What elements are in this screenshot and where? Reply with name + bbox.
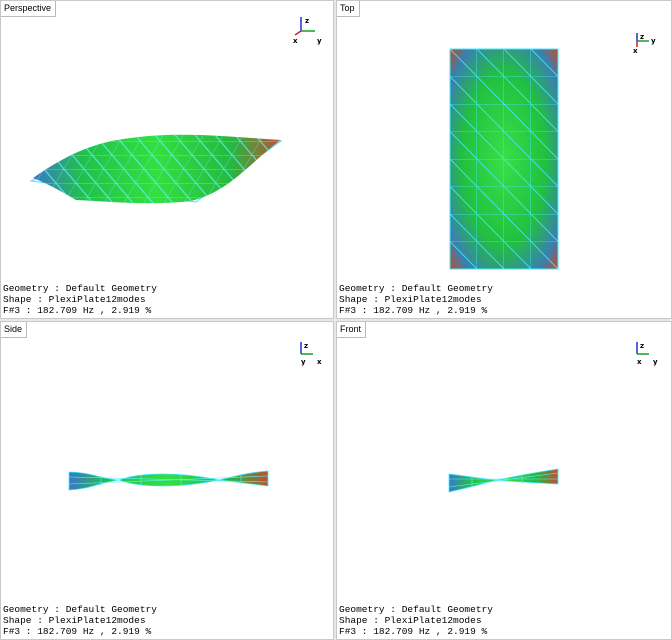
info-line: Geometry : Default Geometry — [339, 604, 493, 615]
info-line: F#3 : 182.709 Hz , 2.919 % — [3, 305, 152, 316]
plate-mesh — [33, 134, 281, 204]
axis-label: z — [305, 17, 309, 25]
viewport-title: Side — [1, 322, 28, 338]
axis-label: x — [317, 358, 322, 366]
axis-label: y — [651, 37, 656, 45]
plate-mesh — [68, 475, 269, 485]
viewport[interactable]: z y x Side Geometry : Default Geometry Sh… — [0, 321, 334, 640]
viewport-title: Front — [337, 322, 367, 338]
info-line: Geometry : Default Geometry — [3, 283, 157, 294]
info-line: F#3 : 182.709 Hz , 2.919 % — [3, 626, 152, 637]
viewport[interactable]: z x y Top Geometry : Default Geometry Sha… — [336, 0, 672, 319]
axis-label: x — [633, 47, 638, 55]
axis-label: x — [637, 358, 642, 366]
viewport[interactable]: z x y Perspective Geometry : Default Geo… — [0, 0, 334, 319]
info-line: Geometry : Default Geometry — [339, 283, 493, 294]
scene: z x y — [29, 17, 322, 204]
axis-label: z — [640, 342, 644, 350]
axis-label: y — [317, 37, 322, 45]
info-text: Geometry : Default Geometry Shape : Plexi… — [3, 604, 157, 637]
info-line: Shape : PlexiPlate12modes — [339, 294, 482, 305]
plate-edge — [68, 470, 269, 491]
axis-label: y — [301, 358, 306, 366]
plate-mesh — [449, 48, 559, 270]
viewport[interactable]: z x y Front Geometry : Default Geometry S… — [336, 321, 672, 640]
info-text: Geometry : Default Geometry Shape : Plexi… — [339, 283, 493, 316]
plate-edge — [448, 468, 559, 493]
axis-label: z — [640, 33, 644, 41]
info-line: Shape : PlexiPlate12modes — [3, 294, 146, 305]
scene: z y x — [68, 342, 322, 491]
viewport-title: Perspective — [1, 1, 57, 17]
axis-triad: z x y — [636, 342, 658, 366]
viewport-title: Top — [337, 1, 360, 17]
info-line: Geometry : Default Geometry — [3, 604, 157, 615]
scene: z x y — [449, 33, 656, 270]
axis-triad: z x y — [633, 33, 656, 55]
axis-triad: z y x — [300, 342, 322, 366]
axis-label: z — [304, 342, 308, 350]
info-text: Geometry : Default Geometry Shape : Plexi… — [339, 604, 493, 637]
axis-triad: z x y — [293, 17, 322, 45]
info-line: F#3 : 182.709 Hz , 2.919 % — [339, 626, 488, 637]
info-line: Shape : PlexiPlate12modes — [339, 615, 482, 626]
info-text: Geometry : Default Geometry Shape : Plexi… — [3, 283, 157, 316]
info-line: F#3 : 182.709 Hz , 2.919 % — [339, 305, 488, 316]
axis-label: y — [653, 358, 658, 366]
scene: z x y — [448, 342, 658, 493]
info-line: Shape : PlexiPlate12modes — [3, 615, 146, 626]
axis-label: x — [293, 37, 298, 45]
plate-mesh — [448, 472, 559, 488]
